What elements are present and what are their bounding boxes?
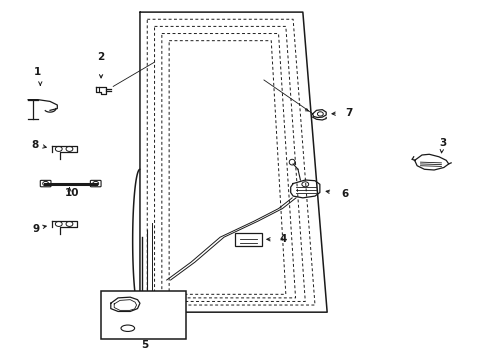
Circle shape xyxy=(66,147,73,152)
Text: 5: 5 xyxy=(141,340,148,350)
FancyBboxPatch shape xyxy=(40,180,51,187)
Text: 6: 6 xyxy=(341,189,348,199)
Text: 2: 2 xyxy=(97,52,104,62)
Circle shape xyxy=(317,112,323,116)
Circle shape xyxy=(66,221,73,226)
Text: 9: 9 xyxy=(33,224,40,234)
Circle shape xyxy=(42,181,48,186)
FancyBboxPatch shape xyxy=(90,180,101,187)
Text: 7: 7 xyxy=(345,108,352,118)
Text: 8: 8 xyxy=(31,140,39,150)
Text: 4: 4 xyxy=(279,234,286,244)
Ellipse shape xyxy=(121,325,134,332)
Circle shape xyxy=(93,181,99,186)
Bar xyxy=(101,291,186,339)
FancyBboxPatch shape xyxy=(234,233,261,246)
Text: 3: 3 xyxy=(438,138,446,148)
Text: 1: 1 xyxy=(34,67,41,77)
Circle shape xyxy=(55,147,62,152)
Circle shape xyxy=(55,221,62,226)
Circle shape xyxy=(301,182,308,187)
Text: 10: 10 xyxy=(64,188,79,198)
